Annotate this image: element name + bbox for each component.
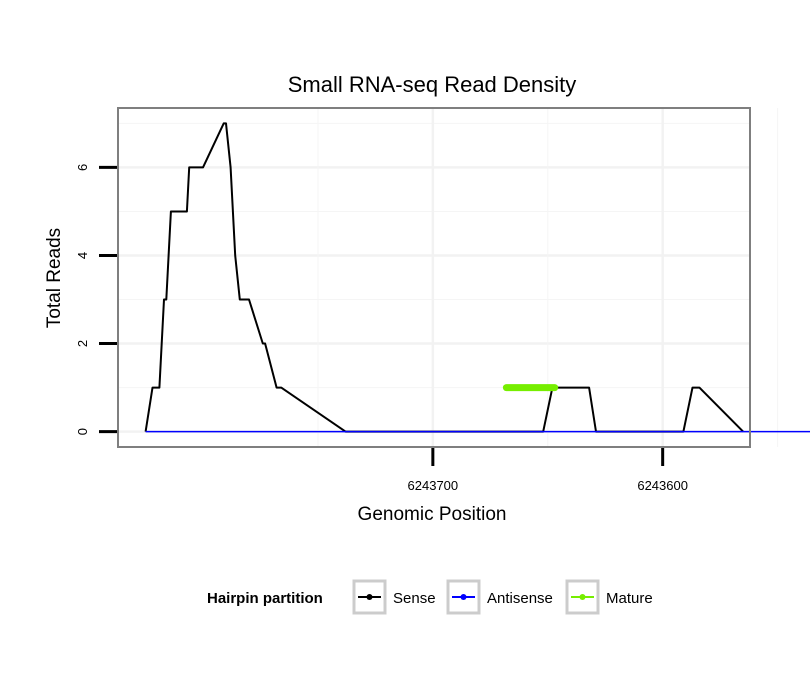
legend: Hairpin partition Sense Antisense Mature [207,579,653,615]
legend-marker-sense [366,594,373,600]
legend-item-mature: Mature [565,579,653,615]
chart-title: Small RNA-seq Read Density [288,72,577,97]
legend-marker-antisense [460,594,467,600]
x-tick-label: 6243600 [637,478,688,493]
x-tick-label: 6243700 [408,478,459,493]
series-lines [144,122,810,433]
y-tick-label: 2 [75,340,90,347]
x-axis: 6243700 6243600 [408,448,688,493]
y-tick-label: 0 [75,428,90,435]
grid-lines [118,108,779,447]
legend-marker-mature [579,594,586,600]
series-line-sense [144,122,744,433]
y-axis-title: Total Reads [44,228,65,328]
y-axis: 0 2 4 6 [75,164,117,435]
plot-border [117,107,751,448]
legend-label-antisense: Antisense [487,590,553,607]
x-axis-title: Genomic Position [358,504,507,525]
legend-item-sense: Sense [352,579,436,615]
y-tick-label: 6 [75,164,90,171]
legend-item-antisense: Antisense [446,579,553,615]
y-tick-label: 4 [75,252,90,259]
legend-label-mature: Mature [606,590,653,607]
legend-label-sense: Sense [393,590,436,607]
legend-title: Hairpin partition [207,590,323,607]
